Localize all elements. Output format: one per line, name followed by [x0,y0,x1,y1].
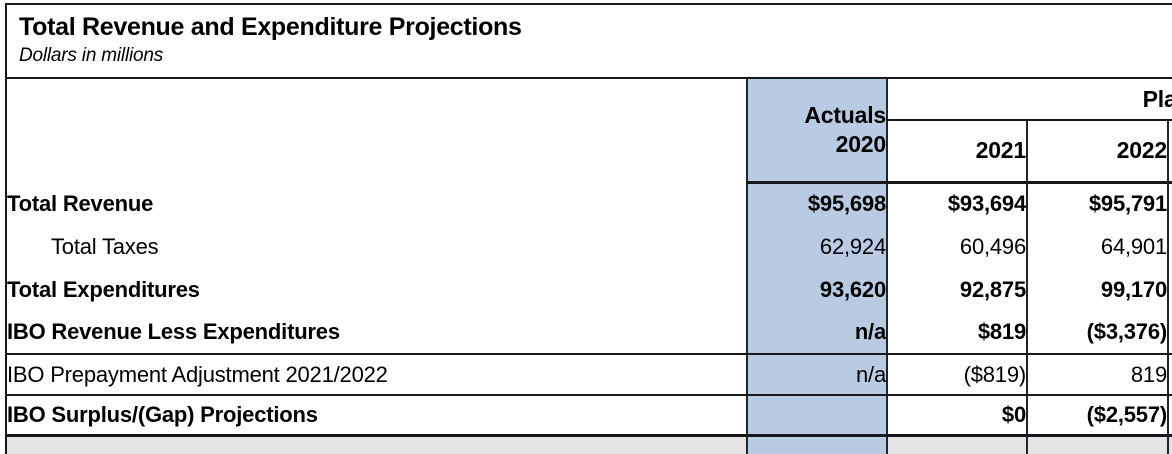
table-row-total-revenue: Total Revenue $95,698 $93,694 $95,791 [7,182,1172,225]
cell-clipped [1166,354,1172,396]
table-row-ibo-prepayment-adjustment: IBO Prepayment Adjustment 2021/2022 n/a … [7,354,1172,396]
page-subtitle: Dollars in millions [19,44,164,66]
cell-actuals: $95,698 [746,182,887,225]
table-row-ibo-surplus-gap-projections: IBO Surplus/(Gap) Projections $0 ($2,557… [7,395,1172,437]
cell-2022: $95,791 [1026,182,1168,225]
actuals-header-line2: 2020 [835,130,887,157]
cell-clipped [1166,268,1172,311]
cell-2022: ($3,376) [1026,311,1168,355]
table-row-total-expenditures: Total Expenditures 93,620 92,875 99,170 [7,268,1172,311]
partial-cell [7,435,747,454]
cell-2022: 99,170 [1026,268,1168,311]
cell-2021: $93,694 [886,182,1027,225]
year-column-header-2022: 2022 [1026,120,1168,184]
cell-2021: 92,875 [886,268,1027,311]
partial-cell [1166,435,1172,454]
year-column-header-clipped [1166,120,1172,184]
cell-actuals: n/a [746,354,887,396]
cell-2021: $0 [886,395,1027,437]
actuals-header-line1: Actuals [804,101,886,128]
cell-actuals: n/a [746,311,887,355]
partial-cell [1026,435,1168,454]
cell-2022: ($2,557) [1026,395,1168,437]
cell-2022: 819 [1026,354,1168,396]
cell-clipped [1166,182,1172,225]
page-title: Total Revenue and Expenditure Projection… [19,13,522,41]
row-label: Total Taxes [51,233,159,259]
label-column-header-empty [7,79,747,182]
cell-actuals [746,395,887,437]
row-label: IBO Revenue Less Expenditures [7,311,747,355]
partial-cell [886,435,1027,454]
row-label: Total Revenue [7,190,154,216]
row-label: IBO Surplus/(Gap) Projections [7,395,747,437]
table-title-block: Total Revenue and Expenditure Projection… [7,5,1172,79]
report-table-frame: Total Revenue and Expenditure Projection… [5,3,1172,454]
cell-clipped [1166,395,1172,437]
projections-table: Actuals 2020 Plan 2021 2022 Total Revenu… [7,79,1172,454]
table-row-total-taxes: Total Taxes 62,924 60,496 64,901 [7,225,1172,268]
row-label: Total Expenditures [7,276,200,302]
row-label: IBO Prepayment Adjustment 2021/2022 [7,354,747,396]
actuals-column-header: Actuals 2020 [746,79,887,184]
table-row-partial-clipped [7,435,1172,454]
cell-2021: ($819) [886,354,1027,396]
year-header-row: 2021 2022 [7,120,1172,184]
plan-header-row: Actuals 2020 Plan [7,79,1172,184]
cell-actuals: 93,620 [746,268,887,311]
cell-actuals: 62,924 [746,225,887,268]
partial-cell-actuals [746,435,887,454]
cell-2021: $819 [886,311,1027,355]
cell-2022: 64,901 [1026,225,1168,268]
cell-clipped [1166,225,1172,268]
plan-column-group-header: Plan [885,79,1172,121]
year-column-header-2021: 2021 [886,120,1027,184]
table-row-ibo-revenue-less-expenditures: IBO Revenue Less Expenditures n/a $819 (… [7,311,1172,355]
cell-clipped [1166,311,1172,355]
cell-2021: 60,496 [886,225,1027,268]
